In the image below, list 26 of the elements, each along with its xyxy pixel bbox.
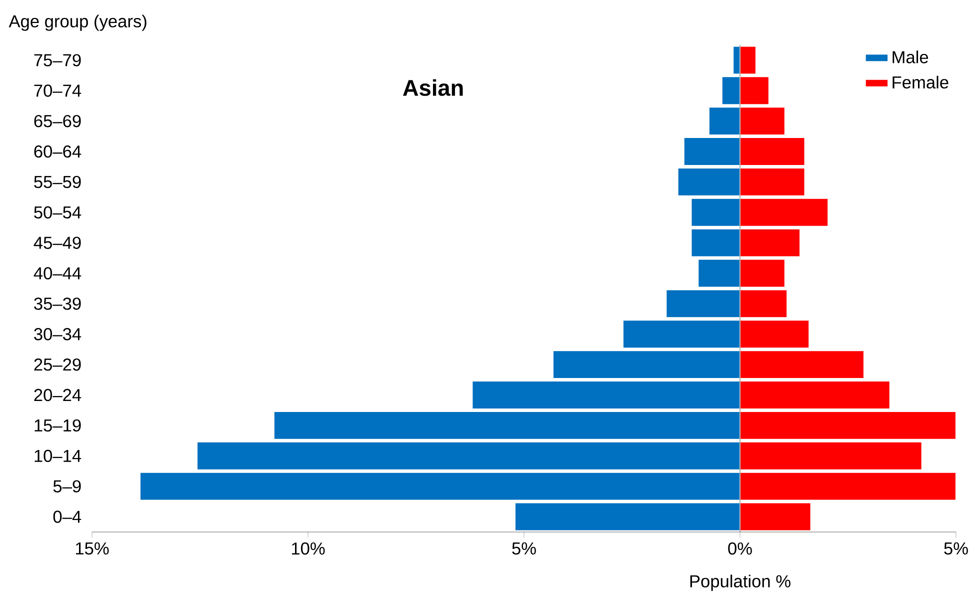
legend-label: Female (892, 76, 948, 89)
y-tick-label: 5–9 (53, 480, 81, 492)
y-tick-label: 65–69 (34, 114, 81, 128)
x-axis-title: Population % (690, 574, 790, 591)
y-axis-title: Age group (years) (8, 14, 146, 31)
y-tick-label: 20–24 (34, 388, 82, 402)
y-tick-label: 35–39 (34, 298, 81, 310)
y-tick-label: 40–44 (34, 267, 82, 280)
x-tick-label: 0% (728, 542, 752, 555)
x-tick-label: 15% (76, 542, 109, 555)
text: Asian (402, 79, 463, 96)
y-tick-label: 0–4 (53, 510, 82, 523)
x-tick-label: 5% (512, 542, 536, 555)
y-tick-label: 70–74 (34, 84, 82, 97)
y-tick-label: 60–64 (34, 145, 82, 158)
y-tick-label: 75–79 (34, 54, 81, 66)
x-tick-label: 10% (292, 542, 325, 555)
y-tick-label: 50–54 (34, 206, 82, 219)
y-tick-label: 10–14 (34, 450, 82, 462)
y-tick-label: 45–49 (34, 236, 81, 249)
y-tick-label: 55–59 (34, 176, 81, 188)
legend-label: Male (892, 50, 928, 64)
y-tick-label: 15–19 (34, 419, 81, 432)
x-tick-label: 5% (944, 542, 968, 555)
y-tick-label: 30–34 (34, 328, 82, 340)
y-tick-label: 25–29 (34, 358, 81, 371)
